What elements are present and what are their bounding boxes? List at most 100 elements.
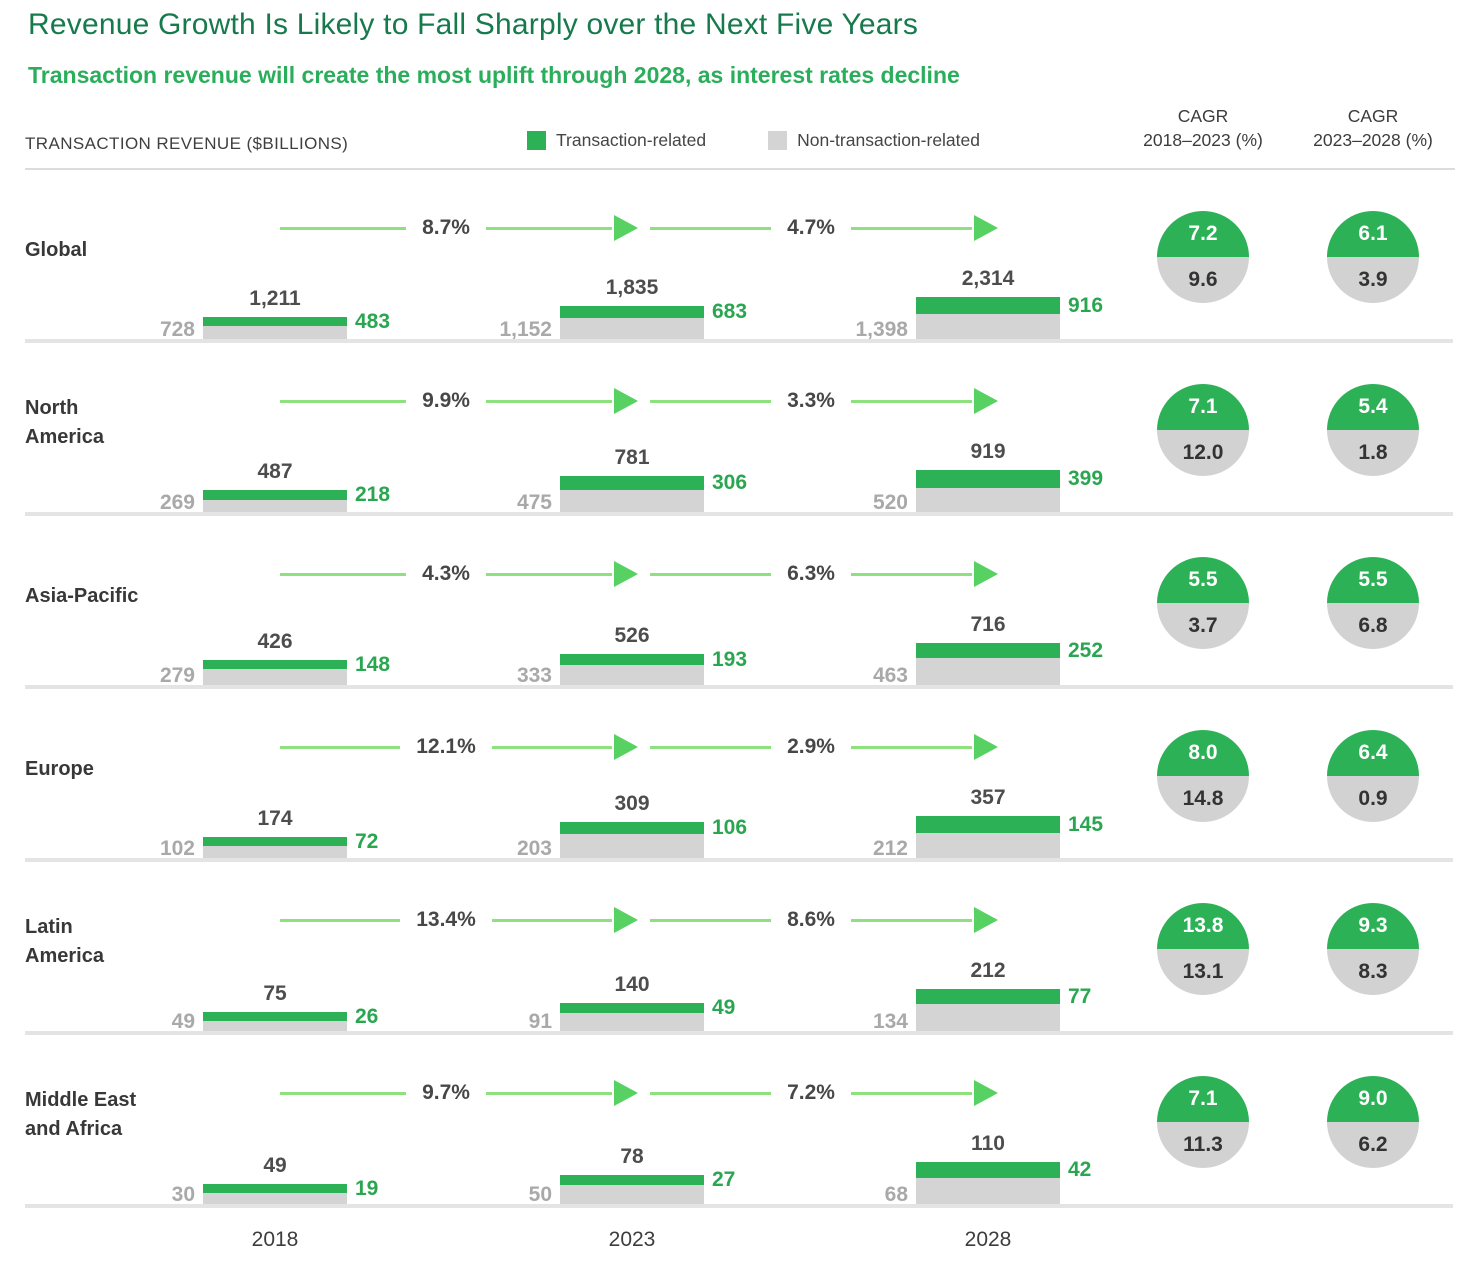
non-transaction-value-label: 728 xyxy=(159,318,195,341)
x-axis-year-label: 2023 xyxy=(608,1228,656,1251)
growth-percent-label: 12.1% xyxy=(416,735,476,758)
transaction-value-label: 27 xyxy=(712,1168,736,1191)
non-transaction-value-label: 269 xyxy=(159,491,195,514)
transaction-segment xyxy=(916,989,1060,1004)
bar-total-label: 78 xyxy=(620,1145,644,1168)
bar-2018: 174 72 102 xyxy=(160,807,378,860)
page-title: Revenue Growth Is Likely to Fall Sharply… xyxy=(28,8,919,41)
non-transaction-segment xyxy=(560,1013,704,1031)
non-transaction-segment xyxy=(560,834,704,858)
growth-percent-label: 8.7% xyxy=(422,216,470,239)
arrow-line xyxy=(850,745,972,749)
arrow-head-icon xyxy=(974,561,998,587)
cagr-non-transaction-value: 1.8 xyxy=(1327,430,1419,476)
bar-total-label: 212 xyxy=(970,959,1006,982)
bar-2018: 426 148 279 xyxy=(160,630,390,687)
non-transaction-value-label: 212 xyxy=(872,837,908,860)
cagr-circle-cagr_2018_2023: 7.1 12.0 xyxy=(1157,384,1249,476)
legend-label-transaction: Transaction-related xyxy=(556,130,707,150)
non-transaction-value-label: 1,152 xyxy=(499,318,552,341)
non-transaction-segment xyxy=(916,1178,1060,1204)
bar-total-label: 140 xyxy=(614,973,650,996)
row-baseline xyxy=(25,512,1453,516)
transaction-value-label: 683 xyxy=(712,300,748,323)
non-transaction-value-label: 102 xyxy=(159,837,195,860)
arrow-line xyxy=(491,745,613,749)
cagr-circle-cagr_2023_2028: 5.5 6.8 xyxy=(1327,557,1419,649)
arrow-head-icon xyxy=(974,1080,998,1106)
cagr-transaction-value: 5.5 xyxy=(1157,557,1249,603)
non-transaction-value-label: 333 xyxy=(516,664,552,687)
cagr-non-transaction-value: 6.2 xyxy=(1327,1122,1419,1168)
arrow-line xyxy=(850,1091,972,1095)
arrow-head-icon xyxy=(974,215,998,241)
transaction-value-label: 399 xyxy=(1068,467,1104,490)
cagr-circle-cagr_2023_2028: 6.1 3.9 xyxy=(1327,211,1419,303)
axis-unit-label: TRANSACTION REVENUE ($BILLIONS) xyxy=(25,134,349,153)
growth-arrow: 7.2% xyxy=(650,1080,998,1106)
cagr-circle-cagr_2018_2023: 7.2 9.6 xyxy=(1157,211,1249,303)
region-name-text: Latin America xyxy=(25,913,104,971)
transaction-value-label: 106 xyxy=(712,816,748,839)
bar-2028: 212 77 134 xyxy=(873,959,1091,1033)
transaction-value-label: 26 xyxy=(355,1005,379,1028)
cagr-non-transaction-value: 13.1 xyxy=(1157,949,1249,995)
legend-swatch-transaction-icon xyxy=(527,131,546,150)
transaction-segment xyxy=(203,490,347,500)
transaction-segment xyxy=(916,816,1060,833)
non-transaction-value-label: 50 xyxy=(528,1183,552,1206)
cagr-circle-cagr_2023_2028: 9.0 6.2 xyxy=(1327,1076,1419,1168)
arrow-line xyxy=(485,572,612,576)
bar-total-label: 781 xyxy=(614,446,650,469)
row-baseline xyxy=(25,1204,1453,1208)
non-transaction-value-label: 91 xyxy=(528,1010,552,1033)
cagr-transaction-value: 9.0 xyxy=(1327,1076,1419,1122)
cagr-non-transaction-value: 6.8 xyxy=(1327,603,1419,649)
cagr-circle-cagr_2018_2023: 5.5 3.7 xyxy=(1157,557,1249,649)
cagr-circle-cagr_2018_2023: 8.0 14.8 xyxy=(1157,730,1249,822)
arrow-head-icon xyxy=(614,1080,638,1106)
growth-percent-label: 3.3% xyxy=(787,389,835,412)
bar-2028: 110 42 68 xyxy=(885,1132,1092,1206)
row-baseline xyxy=(25,685,1453,689)
cagr-circle-cagr_2018_2023: 7.1 11.3 xyxy=(1157,1076,1249,1168)
transaction-value-label: 483 xyxy=(355,310,391,333)
cagr-transaction-value: 5.5 xyxy=(1327,557,1419,603)
arrow-line xyxy=(650,572,772,576)
region-row-global: Global 8.7% 4.7% 1,211 483 728 1,835 683 1,152 2,… xyxy=(0,170,1480,343)
growth-arrow: 6.3% xyxy=(650,561,998,587)
transaction-value-label: 306 xyxy=(712,471,748,494)
transaction-segment xyxy=(916,1162,1060,1178)
arrow-line xyxy=(650,399,772,403)
region-name-line: America xyxy=(25,945,104,967)
cagr-circle-cagr_2023_2028: 6.4 0.9 xyxy=(1327,730,1419,822)
non-transaction-segment xyxy=(203,846,347,858)
cagr-non-transaction-value: 11.3 xyxy=(1157,1122,1249,1168)
transaction-value-label: 77 xyxy=(1068,985,1092,1008)
non-transaction-value-label: 475 xyxy=(516,491,552,514)
bar-2018: 75 26 49 xyxy=(172,982,379,1033)
bar-2023: 781 306 475 xyxy=(517,446,747,514)
transaction-segment xyxy=(203,660,347,669)
arrow-line xyxy=(650,226,772,230)
non-transaction-segment xyxy=(916,833,1060,858)
page-subtitle: Transaction revenue will create the most… xyxy=(28,62,960,88)
transaction-value-label: 193 xyxy=(712,648,748,671)
bar-total-label: 110 xyxy=(971,1132,1005,1155)
growth-percent-label: 13.4% xyxy=(416,908,476,931)
bar-2018: 1,211 483 728 xyxy=(160,287,390,341)
region-name-text: North America xyxy=(25,394,104,452)
cagr-non-transaction-value: 3.7 xyxy=(1157,603,1249,649)
bar-total-label: 526 xyxy=(614,624,650,647)
arrow-head-icon xyxy=(974,388,998,414)
arrow-line xyxy=(280,918,401,922)
region-name-line: Asia-Pacific xyxy=(25,584,139,607)
region-row-asia-pacific: Asia-Pacific 4.3% 6.3% 426 148 279 526 193 333 71… xyxy=(0,516,1480,689)
transaction-segment xyxy=(916,643,1060,658)
cagr-header-line1: CAGR xyxy=(1347,106,1399,126)
cagr-circle-cagr_2023_2028: 9.3 8.3 xyxy=(1327,903,1419,995)
arrow-line xyxy=(280,399,407,403)
growth-percent-label: 8.6% xyxy=(787,908,835,931)
non-transaction-value-label: 49 xyxy=(171,1010,195,1033)
non-transaction-segment xyxy=(916,1004,1060,1031)
